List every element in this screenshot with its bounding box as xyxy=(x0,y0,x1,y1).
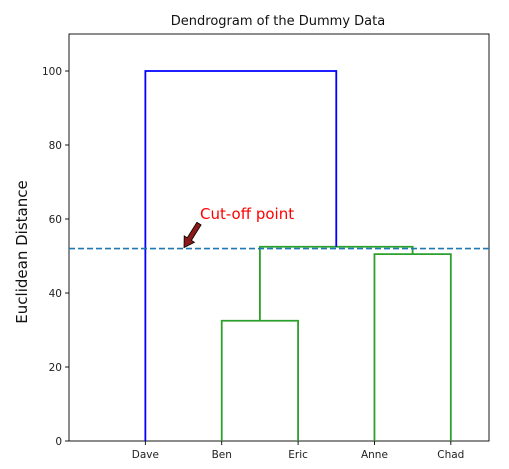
axes-frame xyxy=(68,33,490,442)
y-tick-label: 60 xyxy=(49,214,62,226)
leaf-label-ben: Ben xyxy=(212,449,232,461)
y-tick-label: 100 xyxy=(42,66,62,78)
y-tick-label: 80 xyxy=(49,140,62,152)
leaf-label-dave: Dave xyxy=(132,449,159,461)
y-tick-label: 20 xyxy=(49,362,62,374)
leaf-label-chad: Chad xyxy=(437,449,464,461)
dendrogram-link-1 xyxy=(220,319,299,441)
dendrogram-link-4 xyxy=(144,70,338,441)
plot-area: 0 20 40 60 80 100 Dave Ben Eric Anne Chad xyxy=(42,33,490,461)
chart-title: Dendrogram of the Dummy Data xyxy=(171,14,385,29)
leaf-label-eric: Eric xyxy=(288,449,308,461)
cutoff-arrow xyxy=(183,221,202,249)
y-axis-label: Euclidean Distance xyxy=(13,180,31,323)
y-tick-label: 40 xyxy=(49,288,62,300)
cutoff-annotation-label: Cut-off point xyxy=(200,205,294,223)
y-tick-label: 0 xyxy=(55,436,62,448)
leaf-label-anne: Anne xyxy=(361,449,388,461)
dendrogram-link-3 xyxy=(259,245,414,321)
dendrogram-link-2 xyxy=(373,253,452,441)
